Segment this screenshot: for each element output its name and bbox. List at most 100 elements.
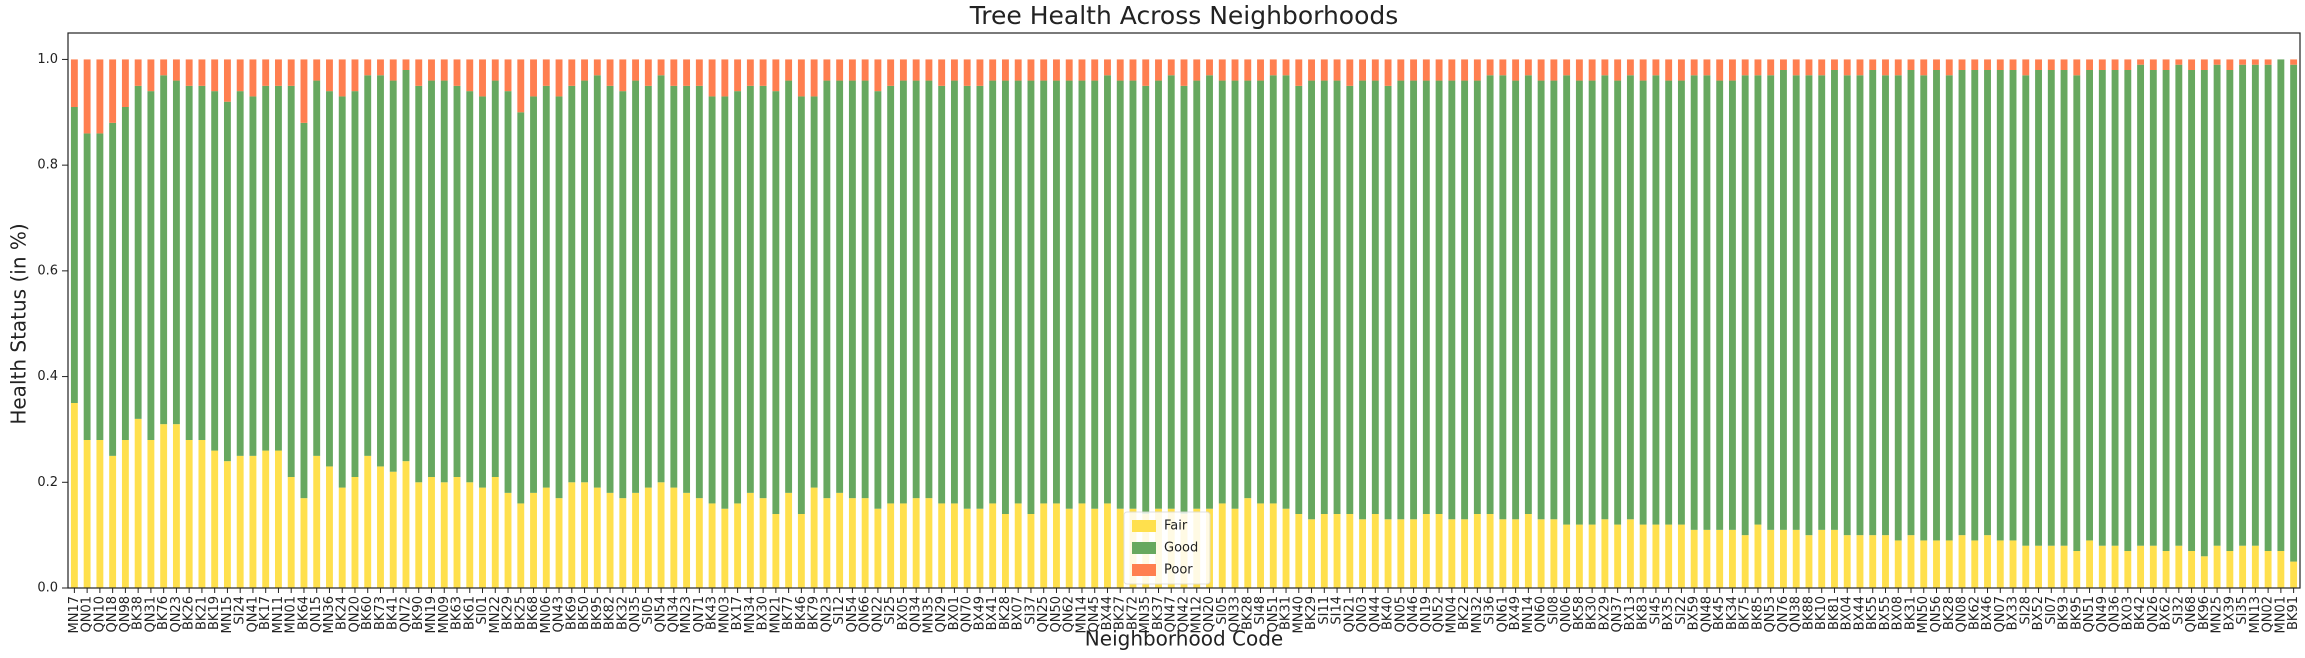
bar-segment — [1065, 508, 1073, 588]
y-axis-label: Health Status (in %) — [7, 223, 31, 424]
x-tick-label: SI37 — [1023, 596, 1038, 625]
bar-segment — [1320, 80, 1328, 515]
bar-segment — [1014, 503, 1022, 588]
bar-segment — [1359, 59, 1367, 81]
x-tick-label: BK30 — [1585, 596, 1600, 630]
bar-segment — [1971, 59, 1979, 70]
bar-segment — [1422, 514, 1430, 588]
x-tick-label: MN03 — [717, 596, 732, 633]
x-tick-label: SI12 — [832, 596, 847, 625]
bar-segment — [1116, 59, 1124, 81]
bar-segment — [555, 498, 563, 588]
bar-segment — [1601, 59, 1609, 76]
bar-segment — [1869, 535, 1877, 588]
bar-segment — [746, 492, 754, 588]
bar-segment — [2047, 59, 2055, 70]
bar-segment — [1856, 75, 1864, 536]
bar-segment — [1703, 59, 1711, 76]
bar-segment — [1231, 59, 1239, 81]
bar-segment — [2111, 59, 2119, 70]
bar-segment — [1346, 59, 1354, 86]
bar-segment — [899, 59, 907, 81]
bar-segment — [530, 96, 537, 493]
legend-label: Poor — [1164, 563, 1193, 578]
bar-segment — [912, 80, 920, 499]
bar-segment — [134, 59, 142, 86]
x-tick-label: BK27 — [1113, 596, 1128, 630]
bar-segment — [1818, 75, 1826, 530]
bar-segment — [530, 492, 537, 588]
x-tick-label: BX52 — [2031, 596, 2046, 630]
bar-segment — [1920, 75, 1928, 541]
bar-segment — [517, 112, 525, 504]
bar-segment — [1346, 85, 1354, 514]
bar-segment — [338, 96, 346, 488]
bar-segment — [1320, 59, 1328, 81]
x-tick-label: MN25 — [2210, 596, 2225, 633]
bar-segment — [734, 91, 742, 504]
x-tick-label: BK50 — [577, 596, 592, 630]
x-tick-label: QN25 — [1036, 596, 1051, 633]
x-tick-label: QN07 — [1993, 596, 2008, 633]
x-tick-label: MN23 — [679, 596, 694, 633]
x-tick-label: BK93 — [2057, 596, 2072, 630]
bar-segment — [695, 498, 703, 588]
bar-segment — [1690, 59, 1698, 76]
x-tick-label: BK75 — [1738, 596, 1753, 630]
y-tick-label: 0.8 — [37, 158, 58, 173]
x-tick-label: QN48 — [1699, 596, 1714, 633]
bar-segment — [1703, 75, 1711, 530]
bar-segment — [1677, 80, 1685, 525]
bar-segment — [1665, 524, 1673, 588]
x-tick-label: QN70 — [960, 596, 975, 633]
bar-segment — [198, 440, 206, 588]
x-tick-label: BK62 — [1967, 596, 1982, 630]
x-tick-label: BX30 — [756, 596, 771, 630]
bar-segment — [326, 466, 333, 588]
bar-segment — [1996, 59, 2004, 70]
legend-label: Good — [1164, 541, 1198, 556]
bar-segment — [1575, 524, 1583, 588]
bar-segment — [2149, 70, 2157, 546]
bar-segment — [810, 487, 818, 588]
bar-segment — [1690, 75, 1698, 530]
bar-segment — [262, 59, 270, 86]
bar-segment — [797, 96, 805, 514]
bar-segment — [1537, 519, 1545, 588]
x-tick-label: QN35 — [628, 596, 643, 633]
bar-segment — [938, 503, 946, 588]
bar-segment — [581, 482, 588, 588]
bar-segment — [1831, 70, 1838, 530]
bar-segment — [1244, 498, 1252, 588]
bar-segment — [466, 59, 474, 92]
x-tick-label: BX41 — [985, 596, 1000, 630]
x-tick-label: BK76 — [156, 596, 171, 630]
x-tick-label: MN12 — [1189, 596, 1204, 633]
y-tick-label: 0.4 — [37, 369, 58, 384]
bar-segment — [1869, 59, 1877, 70]
bar-segment — [836, 59, 844, 81]
bar-segment — [198, 85, 206, 440]
bar-segment — [1843, 59, 1851, 76]
bar-segment — [810, 59, 818, 97]
bar-segment — [1461, 519, 1469, 588]
bar-segment — [96, 59, 104, 134]
bar-segment — [172, 80, 180, 425]
bar-segment — [619, 59, 627, 92]
bar-segment — [912, 59, 920, 81]
bar-segment — [70, 107, 78, 403]
bar-segment — [1780, 59, 1787, 70]
bar-segment — [121, 440, 129, 588]
bar-segment — [402, 59, 410, 70]
bar-segment — [287, 59, 295, 86]
bar-segment — [1167, 75, 1175, 509]
x-tick-label: SI25 — [883, 596, 898, 625]
bar-segment — [1078, 503, 1086, 588]
bar-segment — [861, 59, 869, 81]
bar-segment — [1690, 529, 1698, 588]
bar-segment — [2137, 59, 2145, 65]
bar-segment — [504, 91, 512, 493]
x-tick-label: SI05 — [641, 596, 656, 625]
bar-segment — [1614, 524, 1622, 588]
bar-segment — [2226, 551, 2234, 588]
